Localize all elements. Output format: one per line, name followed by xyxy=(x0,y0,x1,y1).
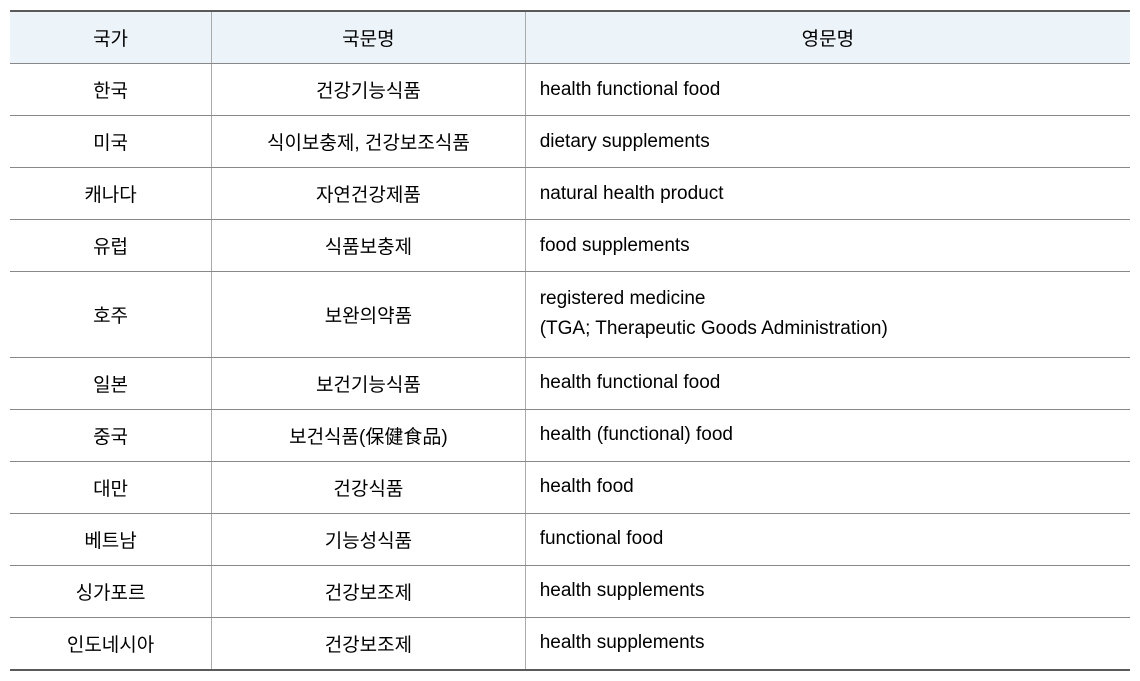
cell-korean-name: 건강보조제 xyxy=(212,565,526,617)
cell-country: 유럽 xyxy=(10,220,212,272)
cell-english-name: health (functional) food xyxy=(525,409,1130,461)
table-row: 캐나다 자연건강제품 natural health product xyxy=(10,168,1130,220)
cell-korean-name: 자연건강제품 xyxy=(212,168,526,220)
cell-korean-name: 건강기능식품 xyxy=(212,64,526,116)
table-row: 미국 식이보충제, 건강보조식품 dietary supplements xyxy=(10,116,1130,168)
cell-english-name: health functional food xyxy=(525,357,1130,409)
cell-country: 싱가포르 xyxy=(10,565,212,617)
cell-english-name: health supplements xyxy=(525,617,1130,670)
cell-country: 인도네시아 xyxy=(10,617,212,670)
terminology-table: 국가 국문명 영문명 한국 건강기능식품 health functional f… xyxy=(10,10,1130,671)
table-header: 국가 국문명 영문명 xyxy=(10,11,1130,64)
cell-english-name: health functional food xyxy=(525,64,1130,116)
terminology-table-container: 국가 국문명 영문명 한국 건강기능식품 health functional f… xyxy=(10,10,1130,671)
cell-english-name: food supplements xyxy=(525,220,1130,272)
header-country: 국가 xyxy=(10,11,212,64)
cell-korean-name: 보건식품(保健食品) xyxy=(212,409,526,461)
table-row: 중국 보건식품(保健食品) health (functional) food xyxy=(10,409,1130,461)
header-english-name: 영문명 xyxy=(525,11,1130,64)
cell-english-name: functional food xyxy=(525,513,1130,565)
cell-korean-name: 기능성식품 xyxy=(212,513,526,565)
cell-korean-name: 건강식품 xyxy=(212,461,526,513)
cell-english-name: health food xyxy=(525,461,1130,513)
table-row: 베트남 기능성식품 functional food xyxy=(10,513,1130,565)
cell-korean-name: 보건기능식품 xyxy=(212,357,526,409)
cell-english-name: natural health product xyxy=(525,168,1130,220)
cell-english-name: health supplements xyxy=(525,565,1130,617)
table-row: 유럽 식품보충제 food supplements xyxy=(10,220,1130,272)
cell-country: 호주 xyxy=(10,272,212,358)
cell-country: 캐나다 xyxy=(10,168,212,220)
table-row: 대만 건강식품 health food xyxy=(10,461,1130,513)
cell-country: 대만 xyxy=(10,461,212,513)
table-row: 인도네시아 건강보조제 health supplements xyxy=(10,617,1130,670)
cell-country: 일본 xyxy=(10,357,212,409)
header-row: 국가 국문명 영문명 xyxy=(10,11,1130,64)
cell-english-name: dietary supplements xyxy=(525,116,1130,168)
cell-country: 미국 xyxy=(10,116,212,168)
cell-korean-name: 건강보조제 xyxy=(212,617,526,670)
cell-english-name: registered medicine(TGA; Therapeutic Goo… xyxy=(525,272,1130,358)
table-row: 한국 건강기능식품 health functional food xyxy=(10,64,1130,116)
cell-korean-name: 식품보충제 xyxy=(212,220,526,272)
table-row: 일본 보건기능식품 health functional food xyxy=(10,357,1130,409)
cell-korean-name: 보완의약품 xyxy=(212,272,526,358)
table-body: 한국 건강기능식품 health functional food 미국 식이보충… xyxy=(10,64,1130,670)
table-row: 싱가포르 건강보조제 health supplements xyxy=(10,565,1130,617)
cell-country: 베트남 xyxy=(10,513,212,565)
cell-korean-name: 식이보충제, 건강보조식품 xyxy=(212,116,526,168)
cell-country: 한국 xyxy=(10,64,212,116)
header-korean-name: 국문명 xyxy=(212,11,526,64)
cell-country: 중국 xyxy=(10,409,212,461)
table-row: 호주 보완의약품 registered medicine(TGA; Therap… xyxy=(10,272,1130,358)
